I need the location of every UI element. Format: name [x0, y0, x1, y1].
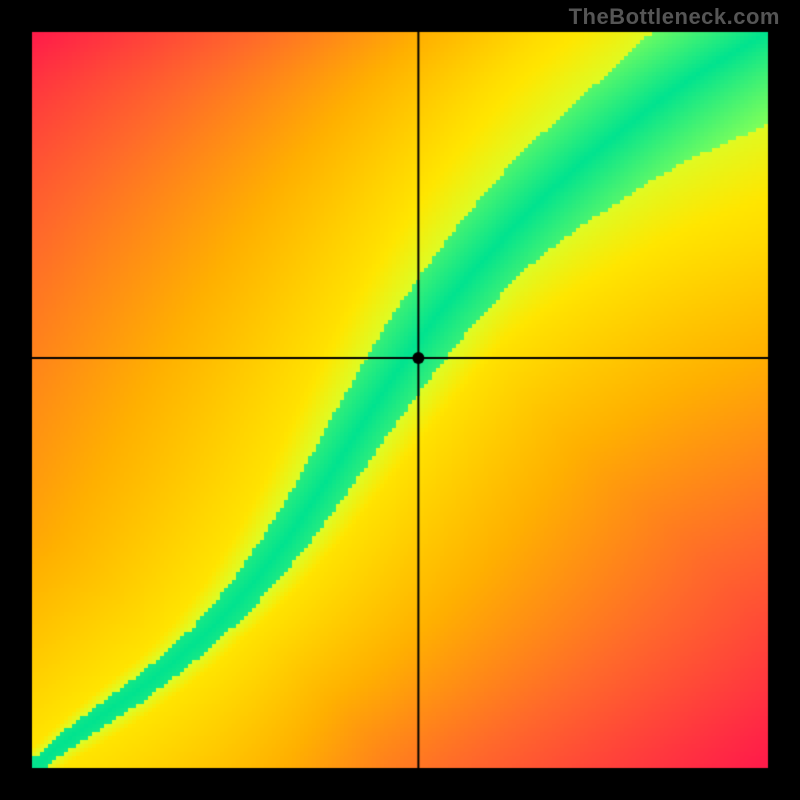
watermark-text: TheBottleneck.com [569, 4, 780, 30]
bottleneck-heatmap [0, 0, 800, 800]
chart-container: TheBottleneck.com [0, 0, 800, 800]
